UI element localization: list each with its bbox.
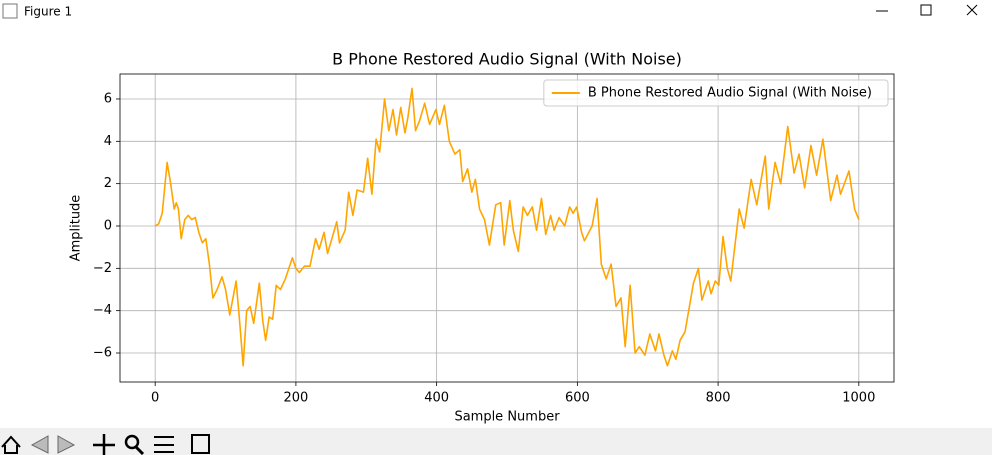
back-button[interactable] bbox=[30, 435, 49, 454]
x-tick-label: 600 bbox=[565, 391, 590, 406]
x-tick-label: 1000 bbox=[842, 391, 875, 406]
configure-button[interactable] bbox=[154, 436, 174, 453]
legend-label: B Phone Restored Audio Signal (With Nois… bbox=[588, 86, 872, 101]
axes-frame bbox=[119, 73, 895, 383]
close-button[interactable] bbox=[966, 4, 978, 16]
x-tick-label: 400 bbox=[424, 391, 449, 406]
title-bar bbox=[0, 0, 992, 24]
save-button[interactable] bbox=[191, 434, 210, 454]
home-button[interactable] bbox=[1, 435, 21, 454]
x-tick-label: 800 bbox=[706, 391, 731, 406]
maximize-button[interactable] bbox=[920, 4, 932, 16]
y-tick-label: 0 bbox=[104, 218, 112, 233]
y-tick-label: −2 bbox=[93, 261, 112, 276]
x-axis-label: Sample Number bbox=[454, 410, 560, 425]
y-tick-label: −6 bbox=[93, 345, 112, 360]
data-line bbox=[154, 87, 860, 367]
x-tick-label: 200 bbox=[283, 391, 308, 406]
y-tick-label: 4 bbox=[104, 134, 112, 149]
y-tick-label: 2 bbox=[104, 176, 112, 191]
y-axis-label: Amplitude bbox=[69, 195, 84, 262]
x-tick-label: 0 bbox=[151, 391, 159, 406]
chart-title: B Phone Restored Audio Signal (With Nois… bbox=[332, 50, 682, 69]
app-icon bbox=[2, 3, 18, 19]
zoom-button[interactable] bbox=[124, 434, 145, 455]
pan-button[interactable] bbox=[93, 434, 115, 455]
y-tick-label: 6 bbox=[104, 91, 112, 106]
forward-button[interactable] bbox=[57, 435, 76, 454]
toolbar bbox=[0, 428, 992, 455]
window-title: Figure 1 bbox=[24, 5, 72, 19]
legend-box bbox=[543, 79, 889, 107]
legend: B Phone Restored Audio Signal (With Nois… bbox=[543, 79, 889, 107]
y-tick-label: −4 bbox=[93, 303, 112, 318]
